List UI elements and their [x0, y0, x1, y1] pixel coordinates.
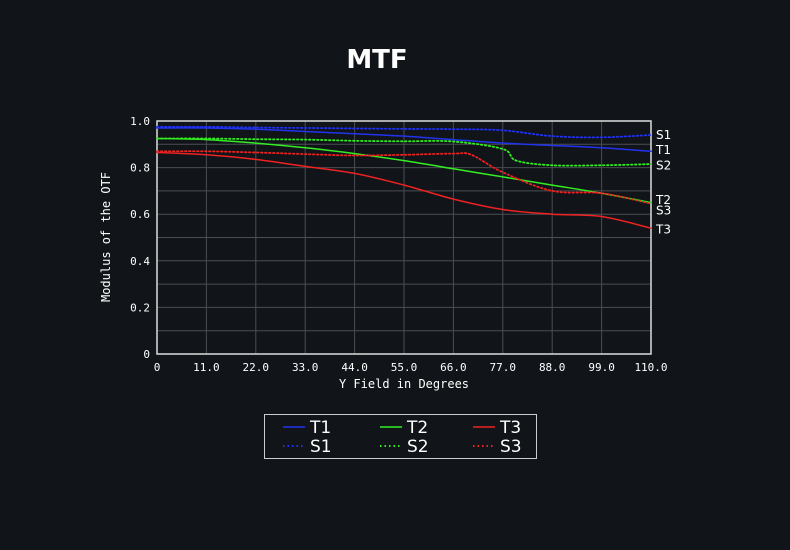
x-tick-label: 11.0	[193, 361, 220, 374]
legend-label-t3: T3	[499, 418, 521, 438]
plot-border	[156, 120, 652, 355]
end-label-t1: T1	[655, 143, 671, 157]
legend-label-t2: T2	[406, 418, 428, 438]
x-axis-ticks: 0 11.0 22.0 33.0 44.0 55.0 66.0 77.0 88.0 99.0 110…	[154, 361, 668, 374]
y-tick-label: 0	[143, 348, 150, 361]
x-tick-label: 44.0	[341, 361, 368, 374]
series-line-t2	[156, 137, 652, 204]
series-line-t1	[156, 127, 652, 153]
x-axis-label: Y Field in Degrees	[339, 377, 469, 391]
legend-label-s2: S2	[407, 437, 429, 457]
x-tick-label: 22.0	[243, 361, 270, 374]
legend-label-s1: S1	[310, 437, 332, 457]
legend-box	[264, 414, 537, 459]
series-line-s2	[156, 137, 652, 167]
plot-frame	[156, 120, 652, 355]
y-tick-label: 0.2	[130, 301, 150, 314]
legend: T1 T2 T3 S1 S2 S3	[264, 414, 537, 459]
grid-lines	[156, 120, 652, 355]
y-tick-label: 0.4	[130, 255, 150, 268]
series-line-s1	[156, 125, 652, 139]
x-tick-label: 110.0	[634, 361, 667, 374]
chart-title: MTF	[346, 45, 407, 75]
x-tick-label: 66.0	[440, 361, 467, 374]
y-tick-label: 1.0	[130, 115, 150, 128]
end-label-s3: S3	[656, 204, 671, 218]
end-label-t3: T3	[655, 222, 671, 236]
end-label-t2: T2	[655, 193, 671, 207]
x-tick-label: 55.0	[391, 361, 418, 374]
end-label-s1: S1	[656, 128, 671, 142]
x-tick-label: 99.0	[588, 361, 615, 374]
series-line-s3	[156, 150, 652, 205]
x-tick-label: 88.0	[539, 361, 566, 374]
y-tick-label: 0.8	[130, 162, 150, 175]
x-tick-label: 77.0	[490, 361, 517, 374]
series-line-t3	[156, 151, 652, 229]
y-axis-label: Modulus of the OTF	[99, 172, 113, 302]
y-axis-ticks: 0 0.2 0.4 0.6 0.8 1.0	[130, 115, 150, 361]
end-label-s2: S2	[656, 158, 671, 172]
x-tick-label: 33.0	[292, 361, 319, 374]
legend-label-s3: S3	[500, 437, 522, 457]
legend-label-t1: T1	[309, 418, 331, 438]
x-tick-label: 0	[154, 361, 161, 374]
y-tick-label: 0.6	[130, 208, 150, 221]
series-lines	[156, 125, 652, 229]
